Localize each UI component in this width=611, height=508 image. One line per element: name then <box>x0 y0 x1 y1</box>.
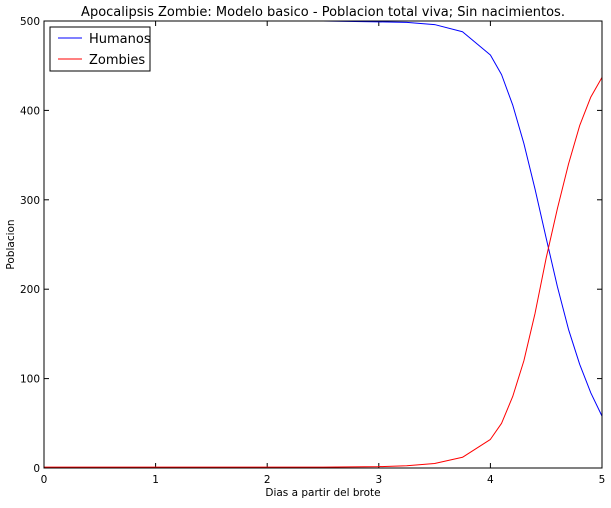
y-tick-label: 400 <box>20 105 40 117</box>
x-tick-label: 5 <box>599 474 606 486</box>
x-tick-label: 3 <box>375 474 382 486</box>
x-tick-label: 2 <box>264 474 271 486</box>
chart-title: Apocalipsis Zombie: Modelo basico - Pobl… <box>81 5 565 20</box>
x-tick-label: 0 <box>41 474 48 486</box>
y-tick-label: 100 <box>20 374 40 386</box>
y-tick-label: 0 <box>33 463 40 475</box>
series-line-humanos <box>44 20 603 417</box>
x-tick-label: 4 <box>487 474 494 486</box>
y-tick-label: 300 <box>20 195 40 207</box>
y-tick-label: 500 <box>20 16 40 28</box>
series-line-zombies <box>44 77 603 468</box>
ticks-layer: 0 1 2 3 4 5 0 100 200 300 400 500 <box>20 16 605 486</box>
x-tick-label: 1 <box>152 474 159 486</box>
plot-frame <box>43 20 603 469</box>
x-axis-label: Dias a partir del brote <box>265 487 380 499</box>
legend-label-zombies: Zombies <box>89 53 145 68</box>
legend-label-humanos: Humanos <box>89 32 151 47</box>
legend-box <box>49 26 151 72</box>
series-layer <box>44 20 603 468</box>
y-tick-label: 200 <box>20 284 40 296</box>
legend: Humanos Zombies <box>49 26 151 72</box>
y-axis-label: Poblacion <box>5 219 17 269</box>
